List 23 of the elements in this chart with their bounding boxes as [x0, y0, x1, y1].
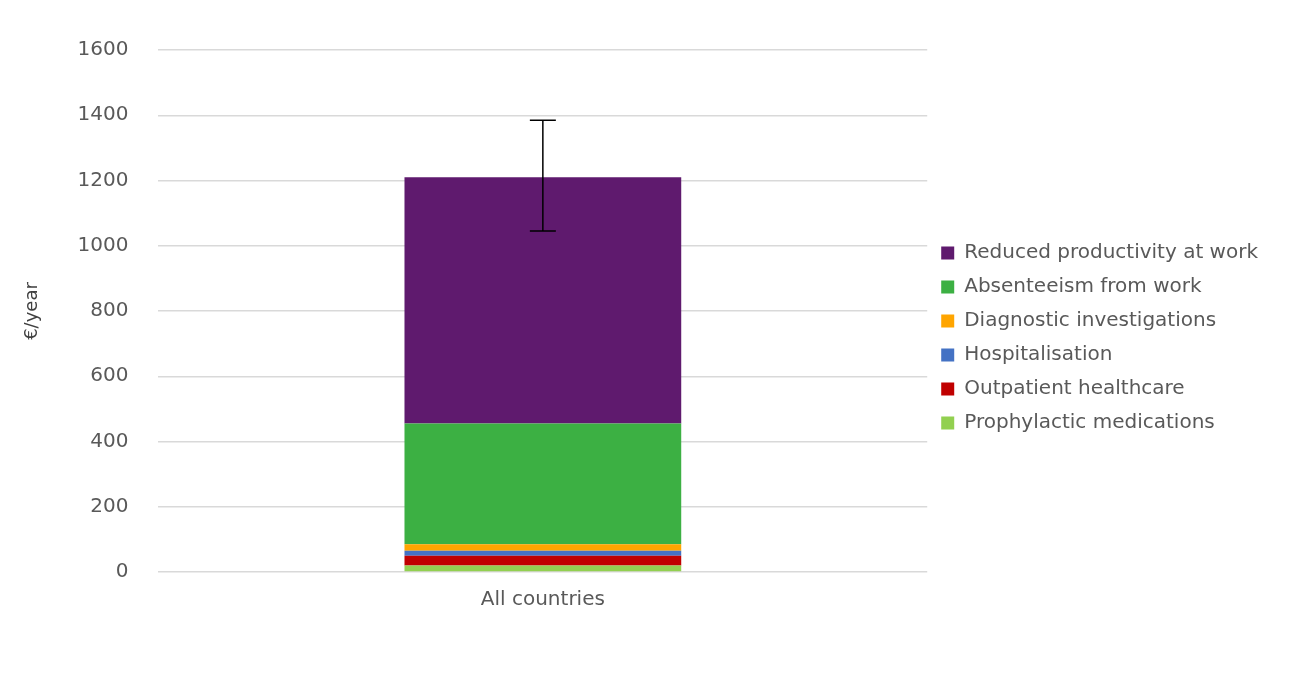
y-tick-label: 1000 [77, 231, 129, 256]
bar [404, 565, 682, 572]
legend-label: Reduced productivity at work [964, 239, 1259, 264]
y-tick-label: 400 [90, 427, 129, 452]
bar [404, 177, 682, 424]
x-tick-label: All countries [480, 586, 605, 611]
y-axis-title: €/year [20, 281, 42, 340]
legend-label: Hospitalisation [964, 341, 1113, 366]
legend-label: Prophylactic medications [964, 409, 1215, 434]
y-tick-label: 800 [90, 297, 129, 322]
y-tick-label: 1600 [77, 36, 129, 61]
bar [404, 550, 682, 556]
legend-label: Diagnostic investigations [964, 307, 1217, 332]
y-tick-label: 600 [90, 362, 129, 387]
bar [404, 555, 682, 566]
y-tick-label: 1400 [77, 101, 129, 126]
bar [404, 423, 682, 545]
legend-label: Absenteeism from work [964, 273, 1202, 298]
bar [404, 544, 682, 551]
y-tick-label: 1200 [77, 166, 129, 191]
legend-label: Outpatient healthcare [964, 375, 1185, 400]
y-tick-label: 0 [115, 558, 129, 583]
y-tick-label: 200 [90, 492, 129, 517]
